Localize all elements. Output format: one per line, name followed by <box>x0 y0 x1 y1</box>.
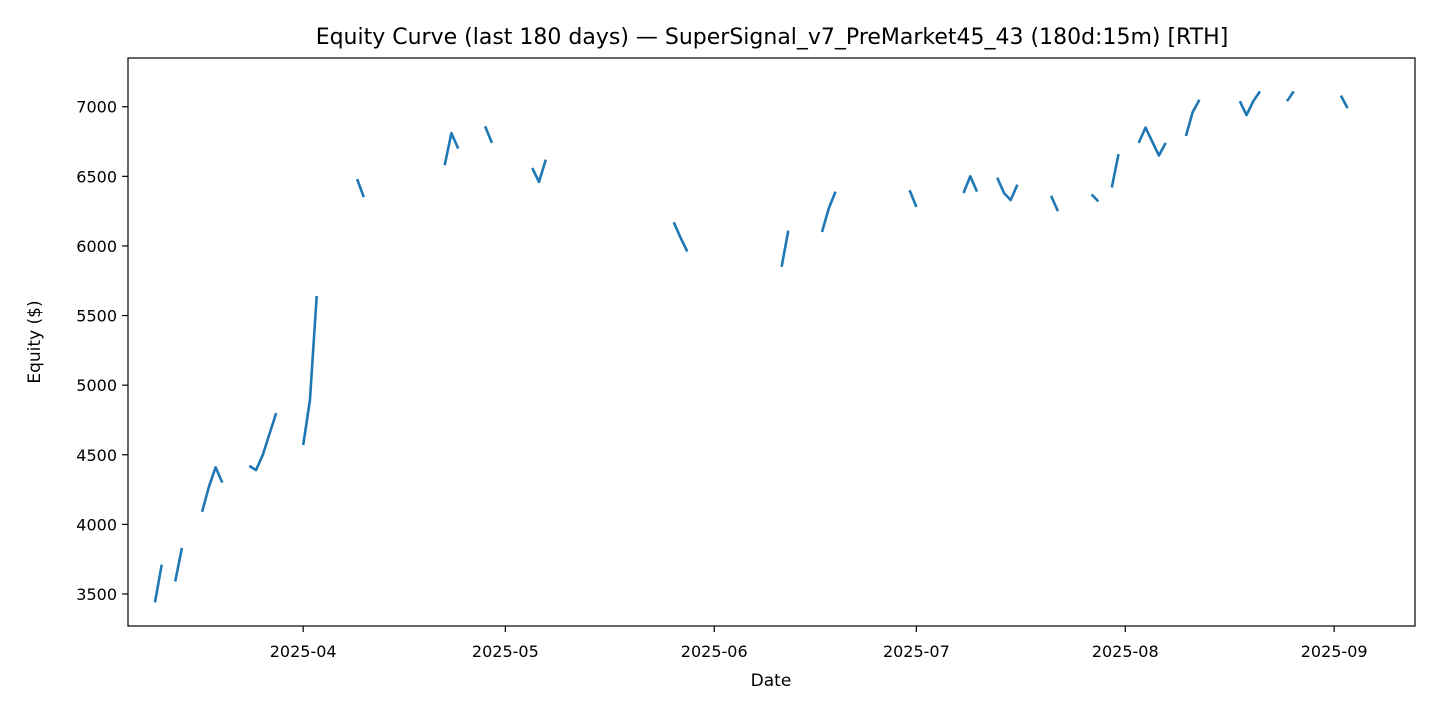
equity-line-segment-2 <box>200 465 224 513</box>
x-tick-label-4: 2025-08 <box>1092 642 1159 661</box>
y-tick-label-1: 4000 <box>76 515 117 534</box>
series-lines <box>153 90 1349 603</box>
x-tick-label-3: 2025-07 <box>883 642 950 661</box>
equity-line-segment-22 <box>1339 94 1349 109</box>
equity-line-segment-0 <box>153 564 163 603</box>
equity-line-segment-8 <box>531 159 548 184</box>
y-tick-label-7: 7000 <box>76 98 117 117</box>
chart-title: Equity Curve (last 180 days) — SuperSign… <box>316 25 1229 50</box>
y-axis-ticks: 3500 4000 4500 5000 5500 6000 6500 7000 <box>76 98 128 604</box>
equity-line-segment-4 <box>301 296 318 446</box>
y-tick-label-3: 5000 <box>76 376 117 395</box>
equity-line-segment-12 <box>908 189 918 208</box>
equity-line-segment-11 <box>820 191 837 233</box>
equity-line-segment-16 <box>1090 193 1100 203</box>
equity-line-segment-17 <box>1110 153 1120 188</box>
equity-line-segment-10 <box>780 230 790 268</box>
equity-line-segment-21 <box>1285 90 1295 102</box>
equity-line-segment-15 <box>1049 195 1060 212</box>
y-tick-label-5: 6000 <box>76 237 117 256</box>
equity-line-segment-6 <box>443 131 460 166</box>
x-tick-label-2: 2025-06 <box>681 642 748 661</box>
equity-line-segment-9 <box>672 221 689 253</box>
equity-line-segment-18 <box>1137 126 1167 157</box>
plot-area-frame <box>127 57 1416 627</box>
y-tick-label-4: 5500 <box>76 307 117 326</box>
x-tick-label-0: 2025-04 <box>270 642 337 661</box>
x-tick-label-5: 2025-09 <box>1301 642 1368 661</box>
y-tick-label-2: 4500 <box>76 446 117 465</box>
equity-line-segment-20 <box>1238 90 1262 117</box>
equity-line-segment-3 <box>248 412 278 472</box>
y-axis-label: Equity ($) <box>25 300 45 383</box>
equity-line-segment-1 <box>173 547 184 582</box>
x-axis-label: Date <box>751 671 792 691</box>
y-tick-label-6: 6500 <box>76 167 117 186</box>
x-tick-label-1: 2025-05 <box>472 642 539 661</box>
x-axis-ticks: 2025-04 2025-05 2025-06 2025-07 2025-08 2025-… <box>270 626 1368 661</box>
equity-line-segment-5 <box>355 178 366 198</box>
equity-line-segment-7 <box>483 125 494 144</box>
y-tick-label-0: 3500 <box>76 585 117 604</box>
equity-line-segment-14 <box>996 177 1019 202</box>
equity-line-segment-13 <box>962 175 979 194</box>
equity-line-segment-19 <box>1184 99 1201 137</box>
